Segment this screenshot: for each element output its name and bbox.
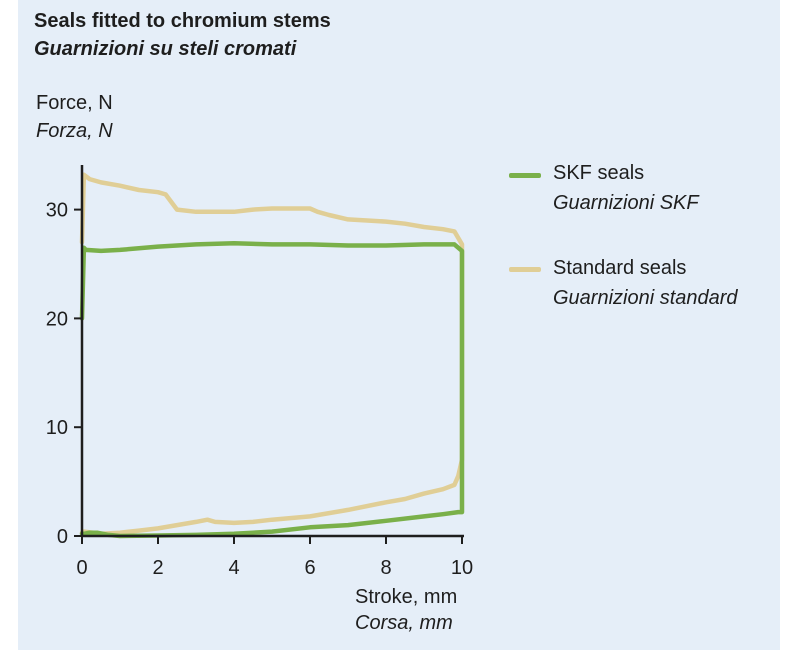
series-line-standard — [79, 172, 465, 537]
x-axis-label: Stroke, mm — [355, 586, 458, 608]
legend-label-standard-italian: Guarnizioni standard — [553, 287, 738, 309]
y-tick-label: 20 — [46, 308, 68, 330]
chart-panel: Seals fitted to chromium stems Guarnizio… — [18, 0, 780, 650]
legend-swatch-skf — [509, 173, 541, 178]
y-axis-label: Force, N — [36, 92, 113, 114]
y-axis-label-italian: Forza, N — [36, 120, 113, 142]
x-tick-label: 10 — [451, 557, 473, 579]
chart-title: Seals fitted to chromium stems — [34, 10, 331, 32]
x-tick-label: 2 — [152, 557, 163, 579]
legend-label-skf: SKF seals — [553, 162, 645, 184]
x-tick-label: 0 — [76, 557, 87, 579]
y-tick-label: 10 — [46, 417, 68, 439]
line-chart: 0 10 20 30 0 2 4 6 8 10 — [46, 165, 473, 579]
y-tick-label: 30 — [46, 200, 68, 222]
legend-swatch-standard — [509, 267, 541, 272]
y-tick-label: 0 — [57, 526, 68, 548]
x-tick-label: 6 — [304, 557, 315, 579]
chart-subtitle: Guarnizioni su steli cromati — [34, 38, 297, 60]
x-axis-label-italian: Corsa, mm — [355, 612, 453, 634]
legend-label-skf-italian: Guarnizioni SKF — [553, 192, 699, 214]
x-tick-label: 4 — [228, 557, 239, 579]
x-tick-label: 8 — [380, 557, 391, 579]
legend-label-standard: Standard seals — [553, 257, 687, 279]
series-line-skf — [79, 241, 465, 539]
